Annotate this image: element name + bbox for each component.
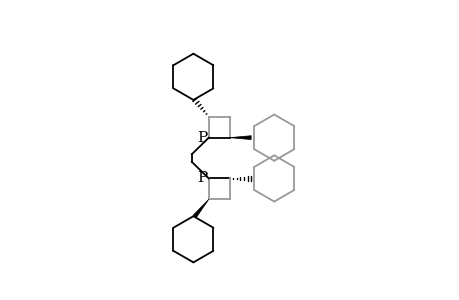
Polygon shape [229, 136, 251, 140]
Polygon shape [193, 199, 208, 218]
Text: P: P [197, 130, 207, 145]
Text: P: P [197, 172, 207, 185]
